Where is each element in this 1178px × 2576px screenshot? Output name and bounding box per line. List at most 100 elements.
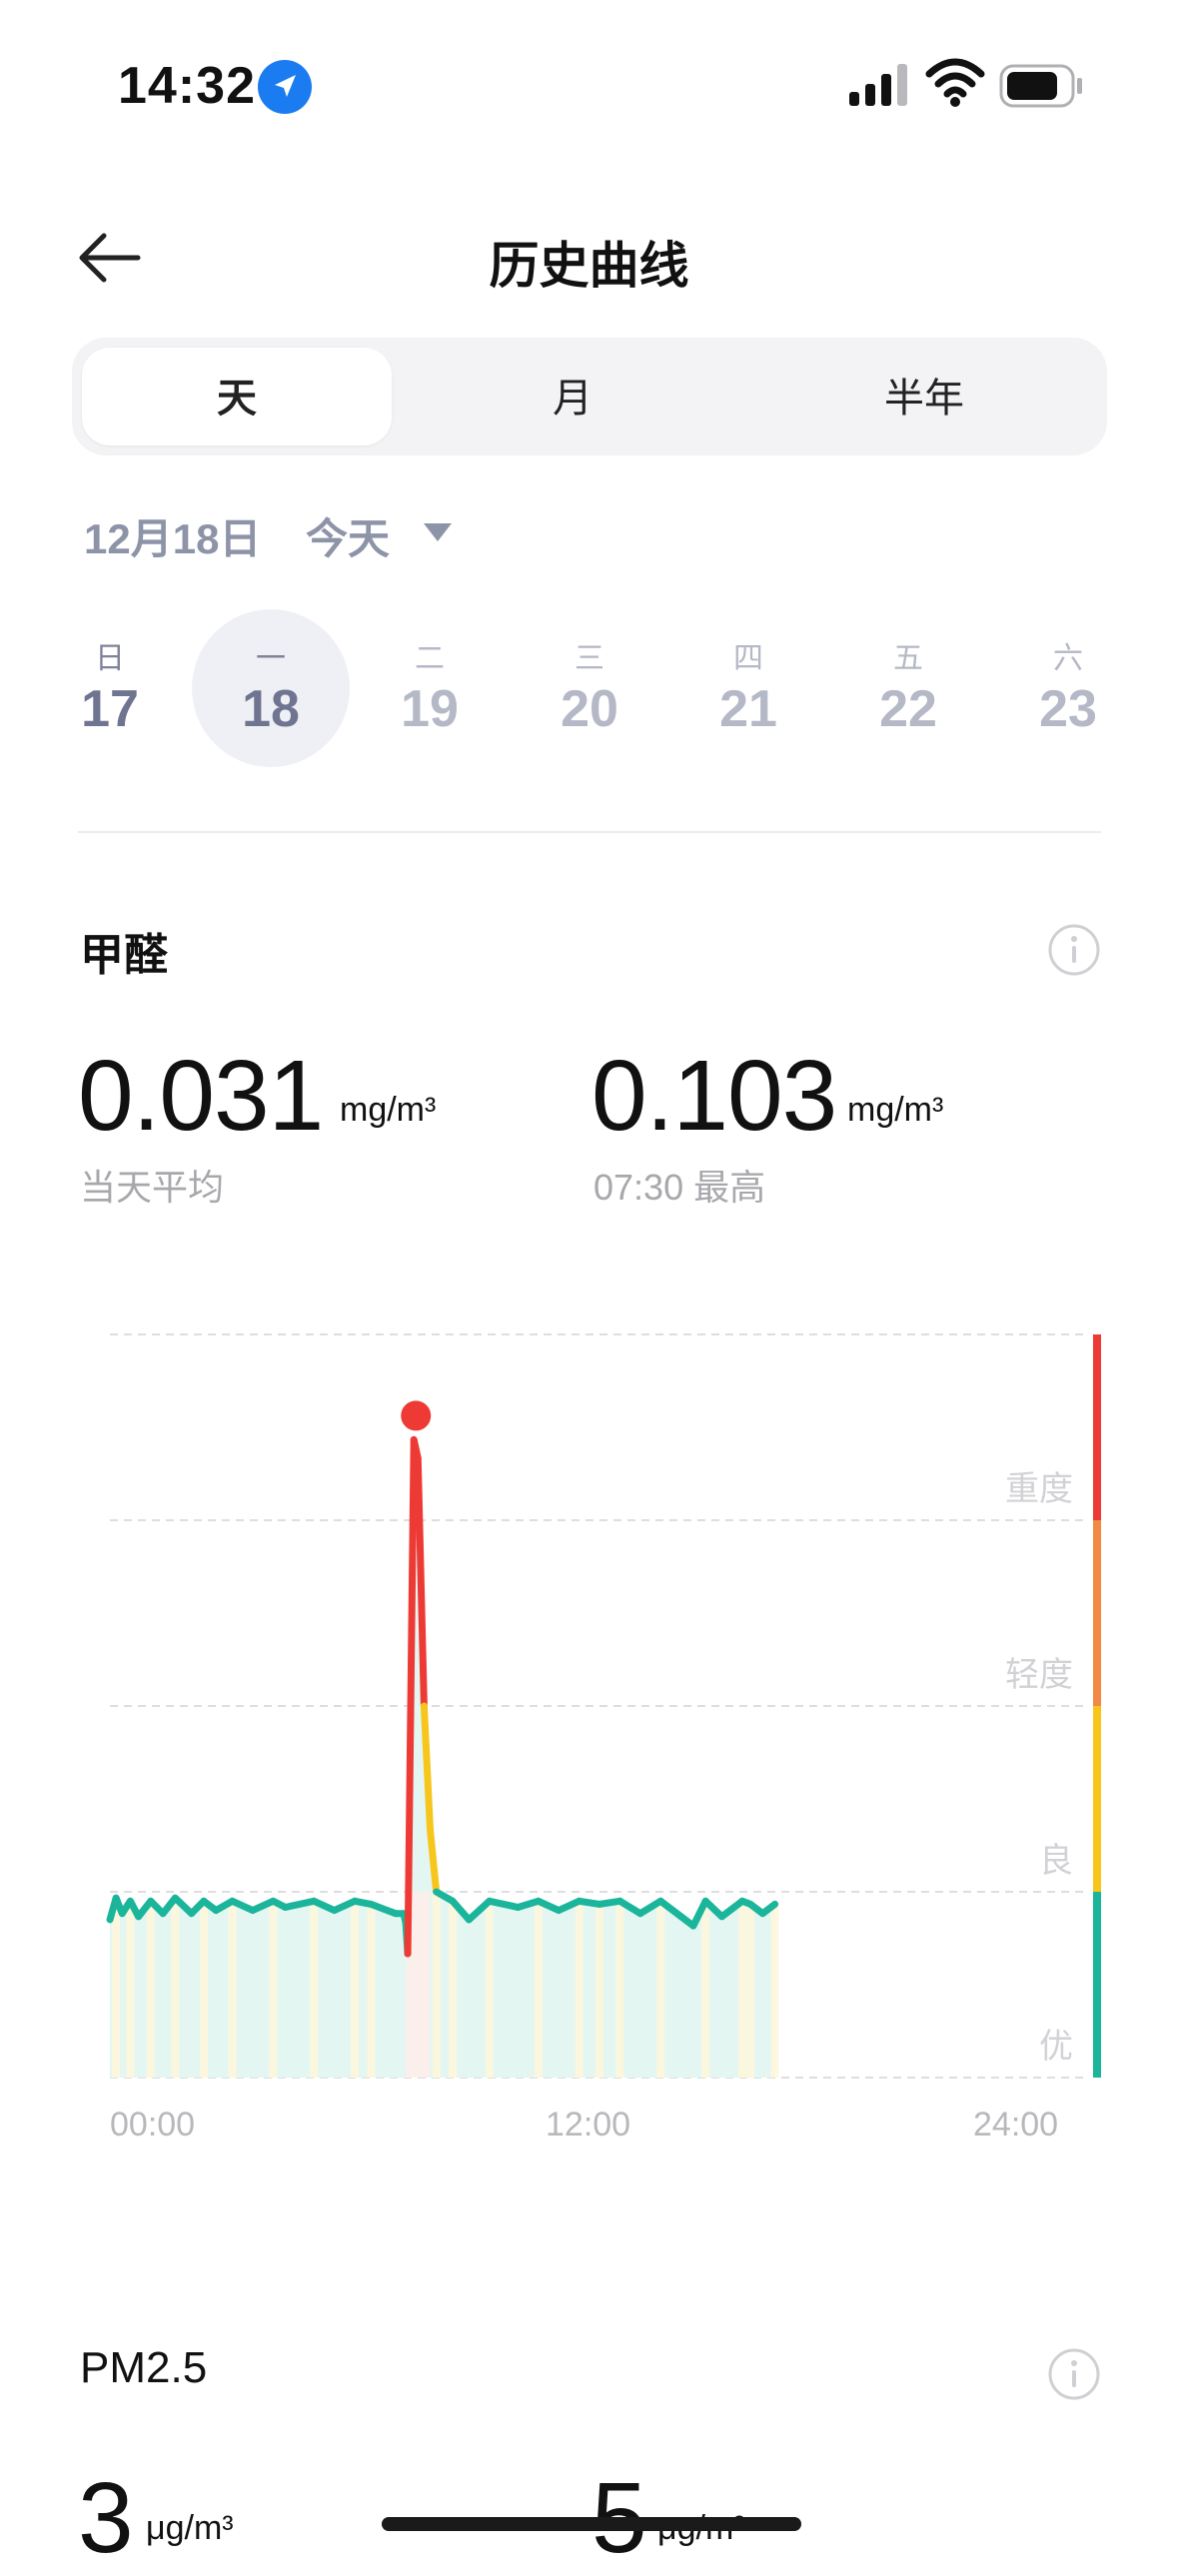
tab-half-year[interactable]: 半年	[884, 377, 964, 421]
weekday-label: 日	[95, 642, 125, 675]
average-value: 0.031	[78, 1040, 324, 1152]
day-number[interactable]: 17	[81, 680, 139, 738]
chart-line-segment	[171, 1894, 196, 1918]
chart-highlight-strip	[126, 1901, 135, 2078]
status-time: 14:32	[118, 57, 256, 115]
level-color-bar	[1093, 1706, 1101, 1892]
chart-highlight-strip	[770, 1904, 779, 2078]
level-color-bar	[1093, 1892, 1101, 2078]
wifi-icon	[925, 56, 985, 110]
chart-highlight-strip	[485, 1901, 494, 2078]
divider	[78, 831, 1101, 833]
weekday-label: 六	[1053, 642, 1083, 675]
chart-line-segment	[486, 1897, 522, 1911]
chart-highlight-strip	[228, 1901, 237, 2078]
chart-highlight-strip	[112, 1898, 121, 2078]
level-label: 良	[1039, 1842, 1073, 1880]
chart-line-segment	[282, 1897, 318, 1911]
level-color-bar	[1093, 1520, 1101, 1706]
chart-line-segment	[310, 1897, 339, 1915]
chart-line-segment	[701, 1897, 725, 1921]
average-label: 当天平均	[80, 1167, 225, 1208]
chart-line-segment	[636, 1897, 664, 1918]
chart-line-segment	[249, 1897, 277, 1915]
max-value: 0.103	[591, 1040, 837, 1152]
day-number[interactable]: 21	[719, 680, 777, 738]
chart-highlight-strip	[737, 1901, 746, 2078]
level-label: 重度	[1005, 1470, 1073, 1508]
chart-line-segment	[758, 1900, 779, 1918]
dropdown-caret-icon[interactable]	[424, 523, 452, 541]
chart-line-segment	[656, 1897, 685, 1921]
weekday-label: 三	[575, 642, 604, 675]
x-tick-label: 12:00	[546, 2106, 631, 2144]
chart-line-segment	[615, 1897, 644, 1918]
chart-highlight-strip	[269, 1901, 278, 2078]
section-title-pm25: PM2.5	[80, 2343, 208, 2392]
chart-line-segment	[420, 1702, 435, 1834]
chart-area-fill	[110, 1439, 775, 2078]
chart-highlight-strip	[701, 1901, 710, 2078]
weekday-label: 二	[415, 642, 445, 675]
active-tab-indicator	[82, 348, 392, 445]
info-icon[interactable]	[1047, 923, 1101, 977]
weekday-label: 五	[893, 642, 923, 675]
selected-day-highlight	[192, 609, 350, 767]
back-arrow-icon[interactable]	[78, 228, 142, 288]
chart-highlight-strip	[595, 1904, 603, 2078]
chart-highlight-strip	[146, 1901, 155, 2078]
tab-day[interactable]: 天	[217, 377, 257, 421]
location-arrow-icon	[258, 60, 312, 114]
chart-highlight-strip	[615, 1901, 624, 2078]
chart-line-segment	[229, 1897, 257, 1915]
page-title: 历史曲线	[489, 238, 689, 294]
chart-highlight-strip	[171, 1898, 180, 2078]
info-icon[interactable]	[1047, 2347, 1101, 2401]
battery-icon	[999, 64, 1085, 108]
level-label: 轻度	[1005, 1656, 1073, 1694]
chart-highlight-strip	[746, 1904, 755, 2078]
chart-line-segment	[331, 1897, 359, 1915]
chart-line-segment	[414, 1454, 428, 1710]
chart-highlight-strip	[367, 1904, 376, 2078]
chart-highlight-strip	[575, 1901, 584, 2078]
section-title-formaldehyde: 甲醛	[80, 931, 168, 980]
max-unit: mg/m³	[847, 1091, 944, 1129]
chart-line-segment	[718, 1897, 746, 1921]
chart-line-segment	[449, 1897, 473, 1924]
chart-highlight-strip	[432, 1892, 441, 2078]
max-label: 07:30 最高	[593, 1167, 766, 1208]
chart-highlight-strip	[449, 1901, 457, 2078]
chart-line-segment	[427, 1826, 441, 1896]
chart-line-segment	[404, 1435, 418, 1958]
chart-line-segment	[465, 1897, 494, 1924]
chart-line-segment	[555, 1897, 584, 1915]
peak-marker	[401, 1400, 432, 1431]
chart-line-segment	[689, 1897, 709, 1930]
level-color-bar	[1093, 1334, 1101, 1520]
day-number[interactable]: 23	[1039, 680, 1097, 738]
weekday-label: 一	[256, 642, 286, 675]
x-tick-label: 24:00	[973, 2106, 1059, 2144]
x-tick-label: 00:00	[110, 2106, 196, 2144]
pm25-average-unit: μg/m³	[146, 2509, 234, 2547]
day-number[interactable]: 22	[879, 680, 937, 738]
average-unit: mg/m³	[340, 1091, 437, 1129]
date-label[interactable]: 12月18日	[84, 515, 262, 562]
today-label[interactable]: 今天	[306, 515, 391, 562]
chart-highlight-strip	[310, 1901, 319, 2078]
chart-highlight-strip	[656, 1901, 665, 2078]
pm25-average-value: 3	[78, 2462, 134, 2574]
day-number[interactable]: 20	[561, 680, 618, 738]
tab-month[interactable]: 月	[553, 377, 592, 421]
chart-line-segment	[535, 1897, 563, 1915]
day-number[interactable]: 19	[401, 680, 459, 738]
weekday-label: 四	[733, 642, 763, 675]
cellular-signal-icon	[847, 62, 925, 108]
chart-highlight-strip	[351, 1901, 359, 2078]
level-label: 优	[1039, 2028, 1073, 2066]
day-number[interactable]: 18	[242, 680, 300, 738]
chart-highlight-strip	[199, 1901, 208, 2078]
home-indicator	[382, 2517, 801, 2531]
